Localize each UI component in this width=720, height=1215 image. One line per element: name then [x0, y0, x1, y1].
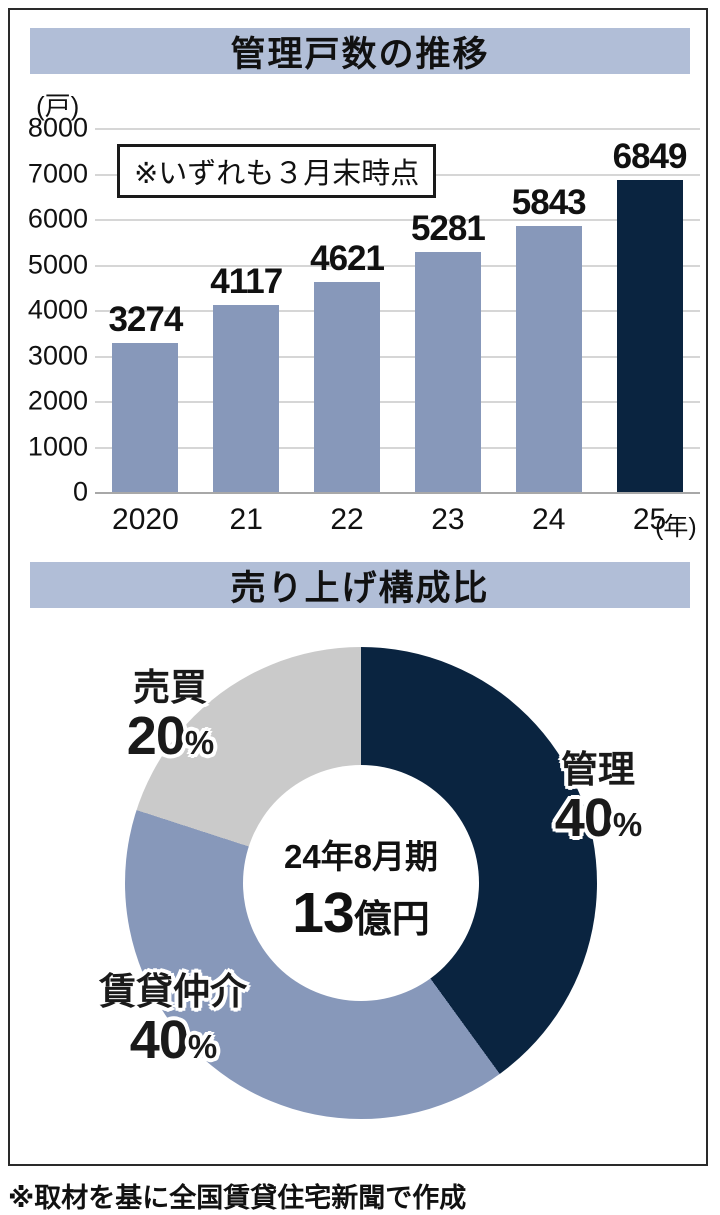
y-tick-label: 8000: [27, 112, 88, 143]
donut-ring: 24年8月期 13億円: [125, 647, 597, 1119]
pie-chart-title-banner: 売り上げ構成比: [30, 562, 690, 608]
pie-label-chintai: 賃貸仲介 40%: [88, 971, 258, 1067]
gridline: [95, 355, 700, 358]
bar-plot-area: 3274 4117 4621 5281 5843 6849 ※いずれも３月末時点: [95, 128, 700, 494]
y-tick-label: 5000: [27, 249, 88, 279]
pie-segment-value: 40: [129, 1009, 189, 1070]
x-tick-label: 25: [632, 503, 667, 536]
gridline: [95, 401, 700, 403]
bar-column: 3274: [95, 300, 196, 492]
y-axis-unit-label: (戸): [36, 91, 80, 121]
pie-segment-percent: 40%: [88, 1013, 258, 1067]
pie-label-baibai: 売買 20%: [100, 667, 240, 763]
gridline: [95, 219, 700, 221]
y-tick-label: 7000: [27, 158, 88, 188]
y-tick-label: 2000: [27, 385, 88, 416]
bar-x-labels: 2020 21 22 23 24 25: [95, 503, 700, 537]
bar: [414, 251, 481, 492]
bar-column: 5843: [498, 183, 599, 492]
bar: [112, 343, 179, 492]
annotation-box: ※いずれも３月末時点: [117, 144, 437, 198]
percent-sign: %: [187, 1027, 217, 1065]
bar-column: 4621: [297, 239, 398, 492]
percent-sign: %: [184, 723, 214, 761]
source-note: ※取材を基に全国賃貸住宅新聞で作成: [8, 1183, 467, 1213]
y-tick-label: 0: [72, 476, 88, 507]
pie-segment-name: 賃貸仲介: [99, 971, 247, 1012]
gridline: [95, 128, 700, 130]
x-tick-label: 2020: [112, 503, 179, 536]
pie-segment-percent: 40%: [528, 791, 668, 845]
pie-segment-value: 40: [554, 787, 614, 848]
x-tick-label: 22: [330, 503, 364, 536]
percent-sign: %: [612, 805, 642, 843]
donut-center-period: 24年8月期: [283, 838, 439, 875]
gridline: [95, 446, 700, 449]
bar-value-label: 5281: [410, 208, 486, 248]
bar: [515, 226, 582, 492]
pie-label-kanri: 管理 40%: [528, 749, 668, 845]
bar-value-label: 6849: [612, 137, 688, 177]
bar-chart-title-banner: 管理戸数の推移: [30, 28, 690, 74]
bar: [314, 281, 381, 492]
donut-center-amount: 13億円: [292, 880, 429, 946]
donut-hole: 24年8月期 13億円: [243, 765, 479, 1001]
y-tick-label: 4000: [27, 294, 88, 325]
x-tick-label: 21: [229, 503, 263, 536]
gridline: [95, 492, 700, 494]
bar-y-labels: 8000 7000 6000 5000 4000 3000 2000 1000 0: [18, 113, 88, 507]
bar-columns: 3274 4117 4621 5281 5843 6849: [95, 128, 700, 492]
x-tick-label: 23: [431, 503, 465, 536]
bar-column: 6849: [599, 137, 700, 492]
pie-segment-percent: 20%: [100, 709, 240, 763]
donut-center-value: 13: [292, 881, 354, 945]
x-axis-unit-label: (年): [655, 513, 697, 541]
pie-chart-title: 売り上げ構成比: [230, 568, 490, 608]
bar: [213, 304, 280, 492]
bar-value-label: 5843: [511, 183, 587, 223]
pie-segment-name: 管理: [561, 749, 635, 790]
y-tick-label: 3000: [27, 340, 88, 370]
bar-value-label: 4117: [210, 261, 283, 301]
gridline: [95, 310, 700, 312]
bar-chart-title: 管理戸数の推移: [230, 34, 490, 74]
x-tick-label: 24: [532, 503, 566, 536]
pie-segment-name: 売買: [133, 667, 207, 708]
gridline: [95, 264, 700, 267]
pie-segment-value: 20: [126, 705, 186, 766]
donut-center-unit: 億円: [353, 899, 430, 941]
bar-column: 4117: [196, 262, 297, 492]
bar-value-label: 3274: [108, 300, 183, 340]
y-tick-label: 6000: [27, 203, 88, 234]
bar-column: 5281: [397, 209, 498, 492]
y-tick-label: 1000: [27, 431, 88, 461]
bar: [616, 180, 683, 492]
bar-value-label: 4621: [310, 238, 385, 278]
